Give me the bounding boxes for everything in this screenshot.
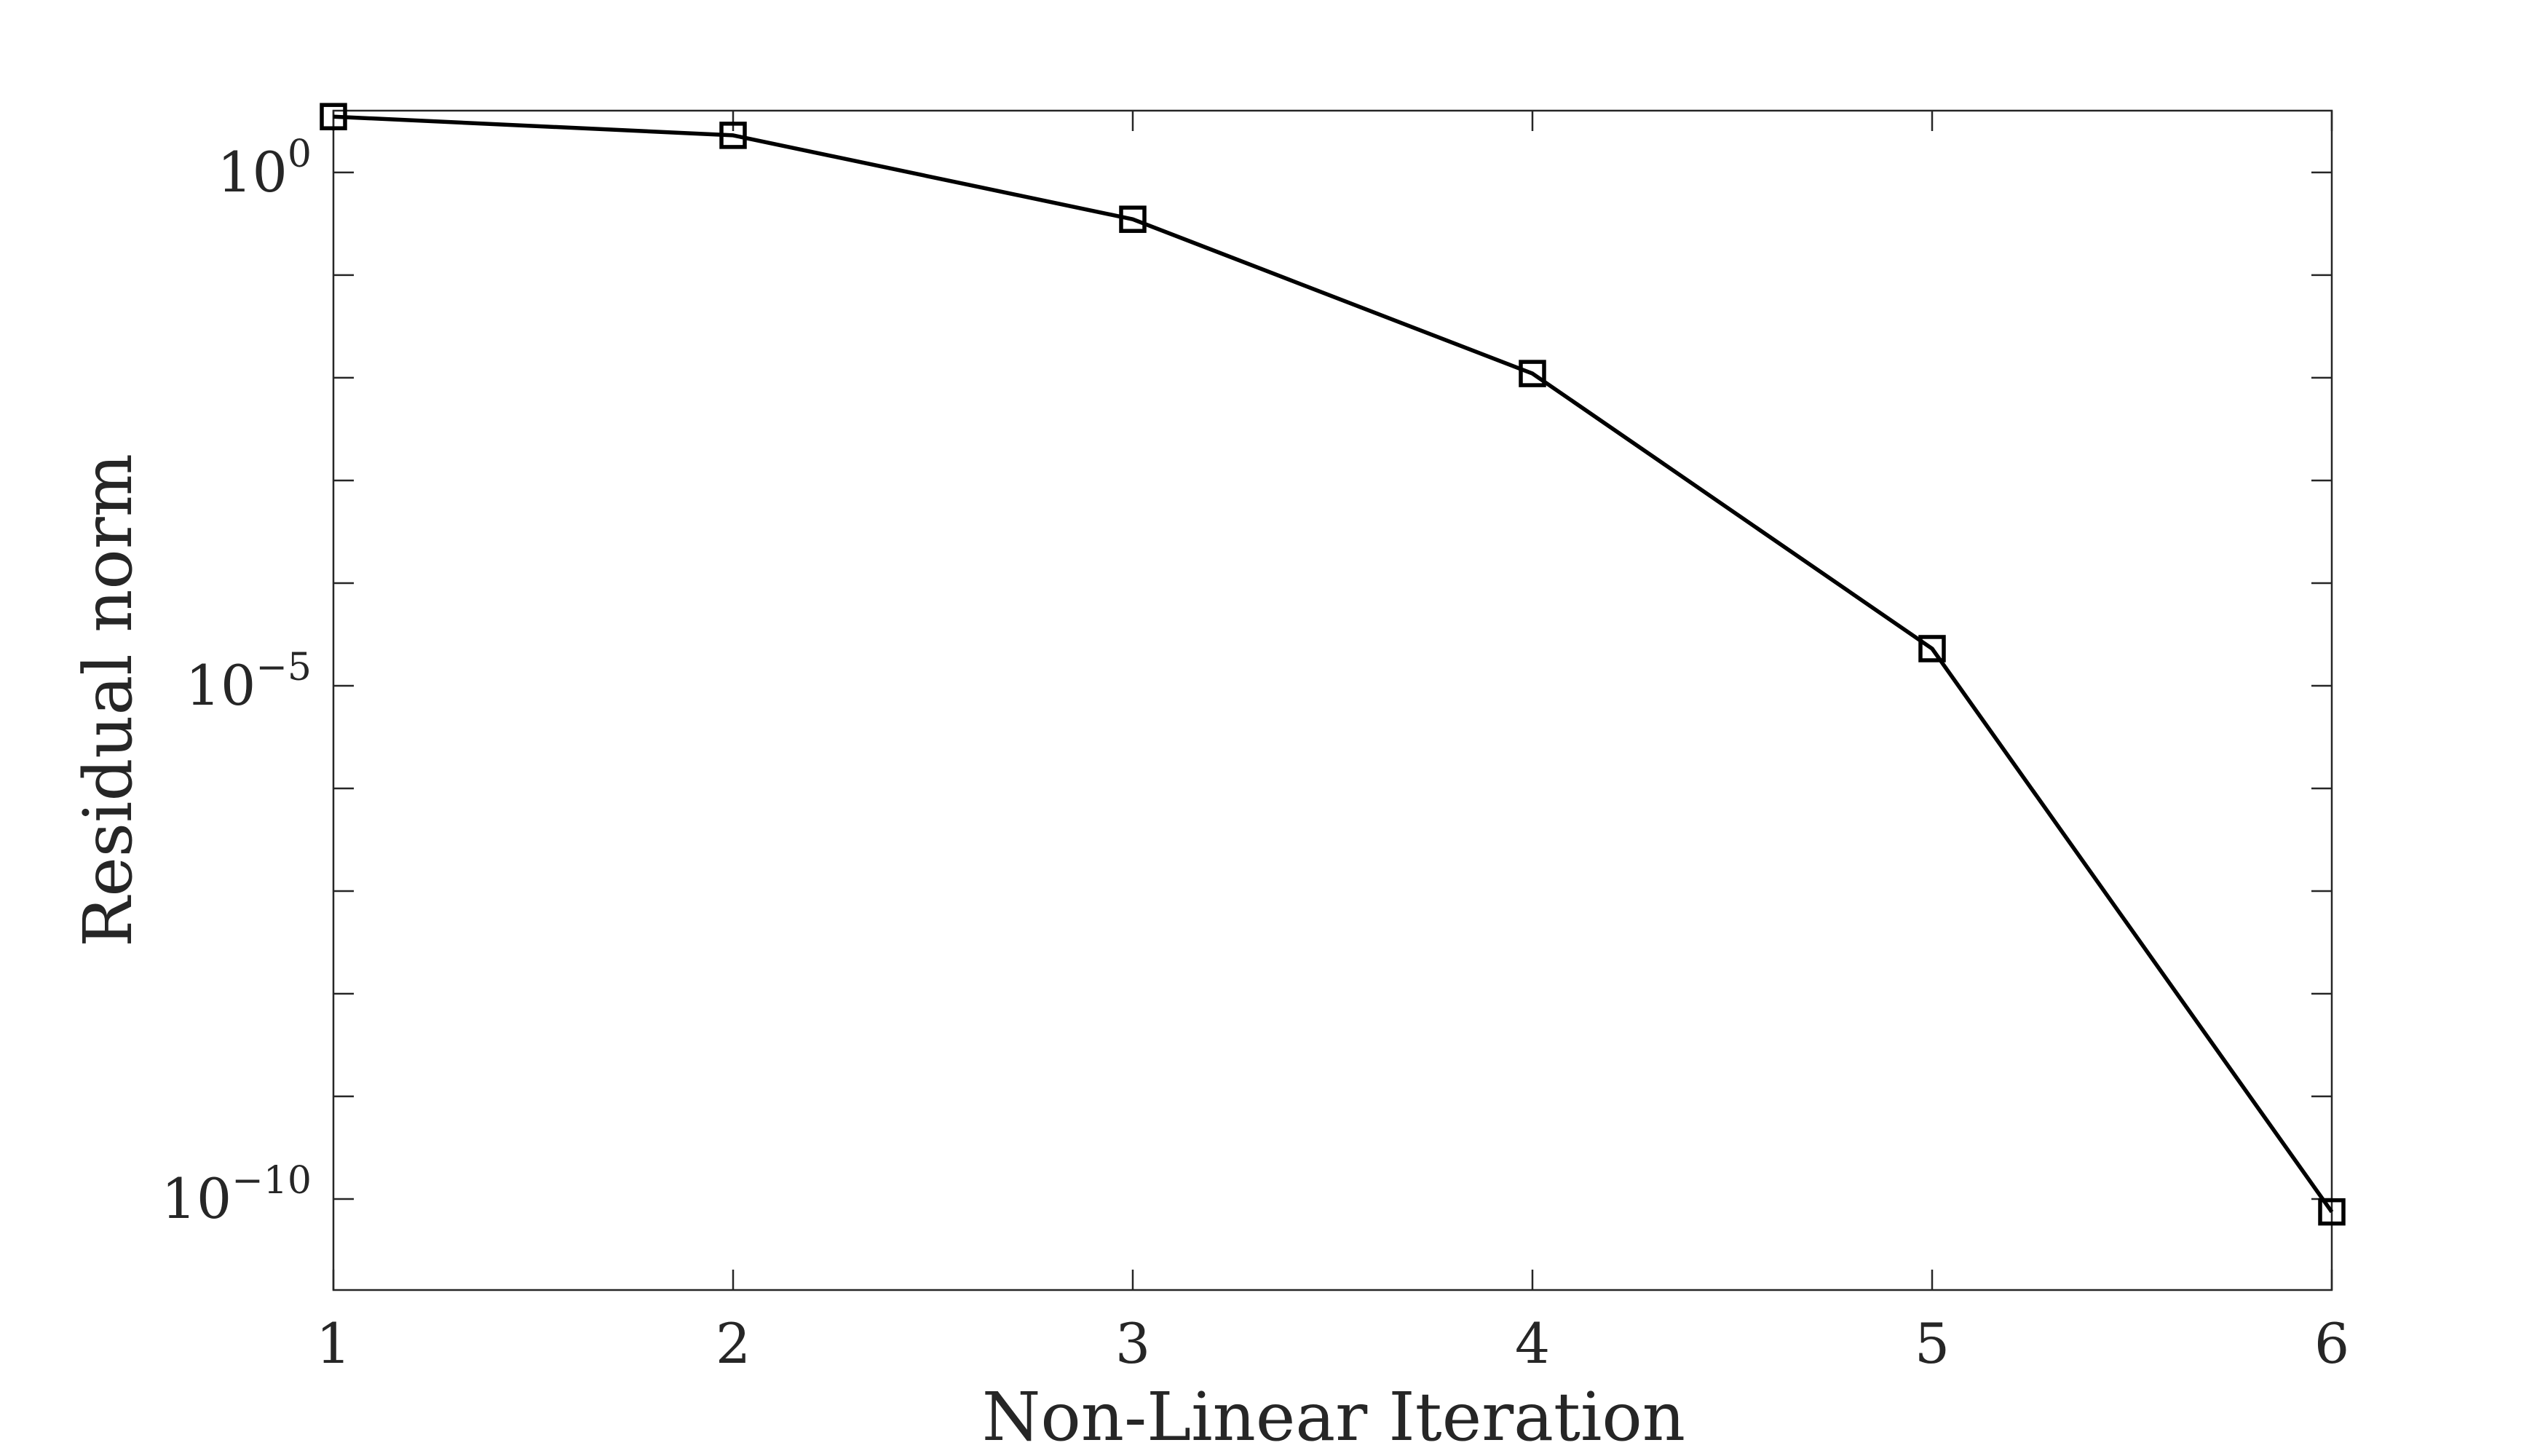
- axes-box: [332, 109, 2333, 1291]
- data-point-marker: [1119, 205, 1147, 233]
- x-tick-label: 3: [1115, 1311, 1150, 1376]
- y-tick-label: 10−10: [162, 1159, 312, 1231]
- y-tick-label: 100: [217, 132, 312, 205]
- data-point-marker: [2318, 1198, 2346, 1226]
- data-point-marker: [1918, 635, 1946, 662]
- series-line: [333, 114, 2334, 1214]
- data-point-marker: [320, 103, 347, 130]
- x-tick-label: 4: [1515, 1311, 1550, 1376]
- y-axis-title: Residual norm: [69, 454, 147, 947]
- x-tick-label: 1: [316, 1311, 351, 1376]
- y-tick-label: 10−5: [186, 646, 312, 718]
- x-tick-label: 2: [716, 1311, 751, 1376]
- data-point-marker: [1519, 360, 1546, 387]
- x-axis-title: Non-Linear Iteration: [982, 1378, 1685, 1456]
- data-point-marker: [719, 122, 747, 149]
- x-tick-label: 5: [1915, 1311, 1950, 1376]
- x-tick-label: 6: [2314, 1311, 2349, 1376]
- plot-area: 1 2 3 4 5 6 100 10−5 10−10: [162, 103, 2349, 1376]
